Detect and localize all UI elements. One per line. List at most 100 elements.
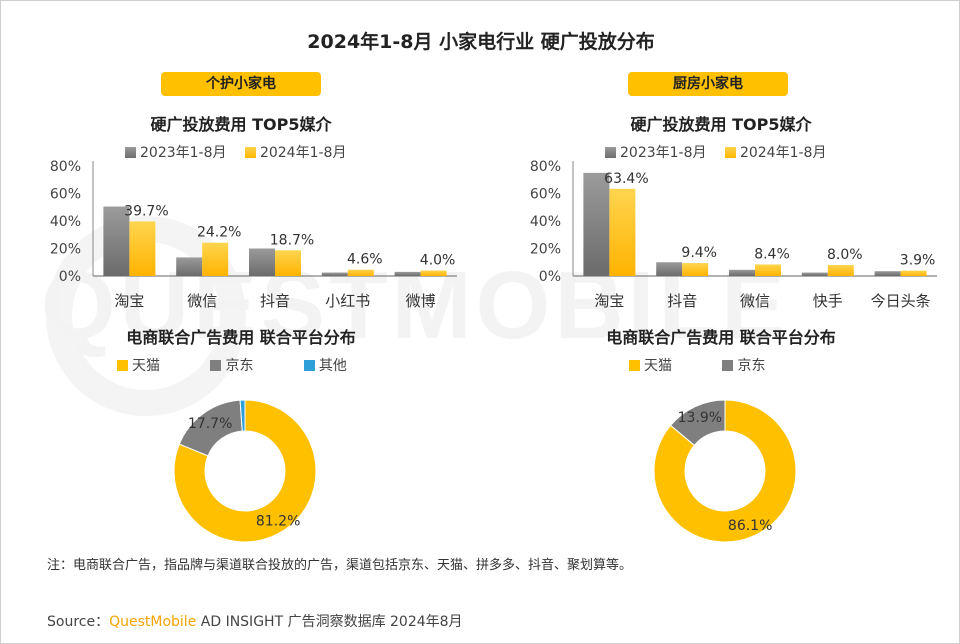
data-label: 9.4% [681,245,717,261]
bar-2023 [103,206,130,276]
slice-label: 13.9% [678,410,722,426]
legend-label: 京东 [225,358,254,374]
bar-2024 [900,270,927,276]
data-label: 4.0% [420,253,456,269]
legend-label: 2023年1-8月 [140,145,227,161]
donut-legend-right: 天猫 京东 [629,355,779,375]
bar-chart-title-left: 硬广投放费用 TOP5媒介 [150,115,332,134]
x-tick-label: 淘宝 [594,292,624,310]
bar-2023 [874,271,901,276]
legend-swatch-yellow [724,147,736,158]
x-tick-label: 微博 [406,292,436,310]
bar-2023 [176,257,203,276]
bar-2024 [347,269,374,276]
bar-2024 [682,263,709,276]
bar-2023 [321,272,348,276]
data-label: 39.7% [124,203,168,219]
slice-label: 17.7% [188,416,232,432]
data-label: 4.6% [347,252,383,268]
source-rest: AD INSIGHT 广告洞察数据库 2024年8月 [196,614,463,630]
y-tick-label: 20% [50,242,81,258]
donut-slice-1 [173,399,317,543]
legend-label: 天猫 [644,358,672,374]
x-tick-label: 抖音 [260,292,290,310]
bar-2023 [801,272,828,276]
category-tag-personal-care: 个护小家电 [161,72,321,96]
legend-label: 2023年1-8月 [620,145,707,161]
data-label: 18.7% [270,232,314,248]
x-tick-label: 抖音 [667,292,697,310]
y-tick-label: 40% [50,214,81,230]
bar-2023 [394,271,421,276]
legend-swatch-gray [605,147,616,158]
legend-swatch-yellow [244,147,256,158]
bar-2024 [827,265,854,276]
y-tick-label: 0% [539,269,561,285]
legend-swatch-blue [303,360,315,371]
legend-label: 天猫 [132,358,160,374]
legend-swatch-yellow [117,360,128,371]
bar-chart-title-right: 硬广投放费用 TOP5媒介 [630,115,812,134]
donut-legend-left: 天猫 京东 其他 [117,355,361,375]
y-tick-label: 80% [50,159,81,175]
page-title: 2024年1-8月 小家电行业 硬广投放分布 [307,31,655,53]
x-tick-label: 淘宝 [114,292,144,310]
bar-2024 [275,250,301,276]
source-brand: QuestMobile [109,614,197,630]
donut-chart-right: 86.1% 13.9% [653,399,797,543]
bar-2024 [202,242,229,276]
source-prefix: Source： [47,614,110,630]
x-tick-label: 今日头条 [871,292,931,310]
bar-2023 [729,269,755,276]
donut-slice-1 [653,399,797,543]
source-line: Source：QuestMobile AD INSIGHT 广告洞察数据库 20… [47,611,463,631]
y-tick-label: 40% [530,214,561,230]
bar-chart-left: 0% 20% 40% 60% 80% 39.7% 淘宝 24.2% 微信 18.7% 抖音 4.6% 小… [50,159,457,310]
legend-label: 其他 [318,358,347,374]
data-label: 63.4% [604,171,648,187]
x-tick-label: 快手 [813,292,843,310]
bar-2024 [420,270,447,276]
donut-chart-title-left: 电商联合广告费用 联合平台分布 [126,328,356,347]
bar-2024 [755,264,781,276]
legend-item-tmall: 天猫 [117,355,160,375]
x-tick-label: 微信 [740,292,770,310]
legend-item-jd: 京东 [722,355,765,375]
data-label: 3.9% [900,253,936,269]
legend-item-2023: 2023年1-8月 [125,142,227,162]
legend-swatch-yellow [629,360,640,371]
y-tick-label: 0% [59,269,81,285]
bar-2023 [249,248,275,276]
x-tick-label: 微信 [187,292,217,310]
slice-label: 86.1% [728,518,772,534]
legend-label: 京东 [737,358,766,374]
donut-slice-3 [239,399,246,432]
bar-2023 [656,262,683,276]
legend-item-other: 其他 [303,355,347,375]
y-tick-label: 20% [530,242,561,258]
data-label: 8.0% [827,247,863,263]
footnote: 注：电商联合广告，指品牌与渠道联合投放的广告，渠道包括京东、天猫、拼多多、抖音、… [47,558,633,573]
bar-chart-right: 0% 20% 40% 60% 80% 63.4% 淘宝 9.4% 抖音 8.4% 微信 8.0% 快手 3… [530,159,937,310]
legend-swatch-gray [722,360,734,371]
legend-swatch-gray [210,360,222,371]
y-tick-label: 60% [530,187,561,203]
bar-2024 [609,188,636,276]
legend-swatch-gray [125,147,136,158]
slice-label: 81.2% [256,513,300,529]
data-label: 8.4% [754,246,790,262]
bar-legend-right: 2023年1-8月 2024年1-8月 [605,142,840,162]
bar-legend-left: 2023年1-8月 2024年1-8月 [125,142,360,162]
donut-chart-left: 81.2% 17.7% [173,399,317,543]
legend-item-2024: 2024年1-8月 [244,142,347,162]
legend-label: 2024年1-8月 [259,145,347,161]
legend-item-tmall: 天猫 [629,355,672,375]
data-label: 24.2% [197,225,241,241]
legend-label: 2024年1-8月 [739,145,827,161]
y-tick-label: 60% [50,187,81,203]
legend-item-2024: 2024年1-8月 [724,142,827,162]
legend-item-2023: 2023年1-8月 [605,142,707,162]
donut-chart-title-right: 电商联合广告费用 联合平台分布 [606,328,836,347]
bar-2024 [129,221,156,276]
legend-item-jd: 京东 [210,355,253,375]
